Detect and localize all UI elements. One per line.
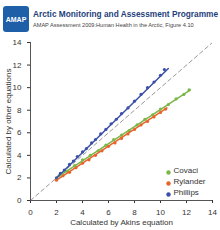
html-text:Arctic Monitoring and Assessme: Arctic Monitoring and Assessment Program… [33, 9, 218, 19]
svg-text:6: 6 [17, 128, 22, 137]
svg-text:12: 12 [182, 208, 191, 217]
html-text:AMAP: AMAP [5, 15, 27, 23]
svg-text:Calculated by Akins equation: Calculated by Akins equation [70, 218, 173, 227]
svg-text:4: 4 [80, 208, 85, 217]
svg-text:8: 8 [17, 106, 22, 115]
svg-text:14: 14 [13, 38, 22, 47]
svg-text:Rylander: Rylander [174, 177, 206, 186]
svg-text:0: 0 [17, 196, 22, 205]
svg-text:0: 0 [28, 208, 33, 217]
svg-text:Phillips: Phillips [174, 188, 199, 197]
svg-text:4: 4 [17, 151, 22, 160]
svg-text:10: 10 [13, 83, 22, 92]
html-text:AMAP Assessment 2009:Human Hea: AMAP Assessment 2009:Human Health in the… [33, 21, 194, 28]
svg-text:6: 6 [106, 208, 111, 217]
svg-text:Covaci: Covaci [174, 166, 199, 175]
svg-text:2: 2 [54, 208, 59, 217]
svg-text:Calculated by other equations: Calculated by other equations [4, 69, 13, 175]
svg-text:12: 12 [13, 61, 22, 70]
svg-text:8: 8 [132, 208, 137, 217]
svg-text:10: 10 [156, 208, 165, 217]
svg-text:14: 14 [208, 208, 217, 217]
svg-text:2: 2 [17, 173, 22, 182]
